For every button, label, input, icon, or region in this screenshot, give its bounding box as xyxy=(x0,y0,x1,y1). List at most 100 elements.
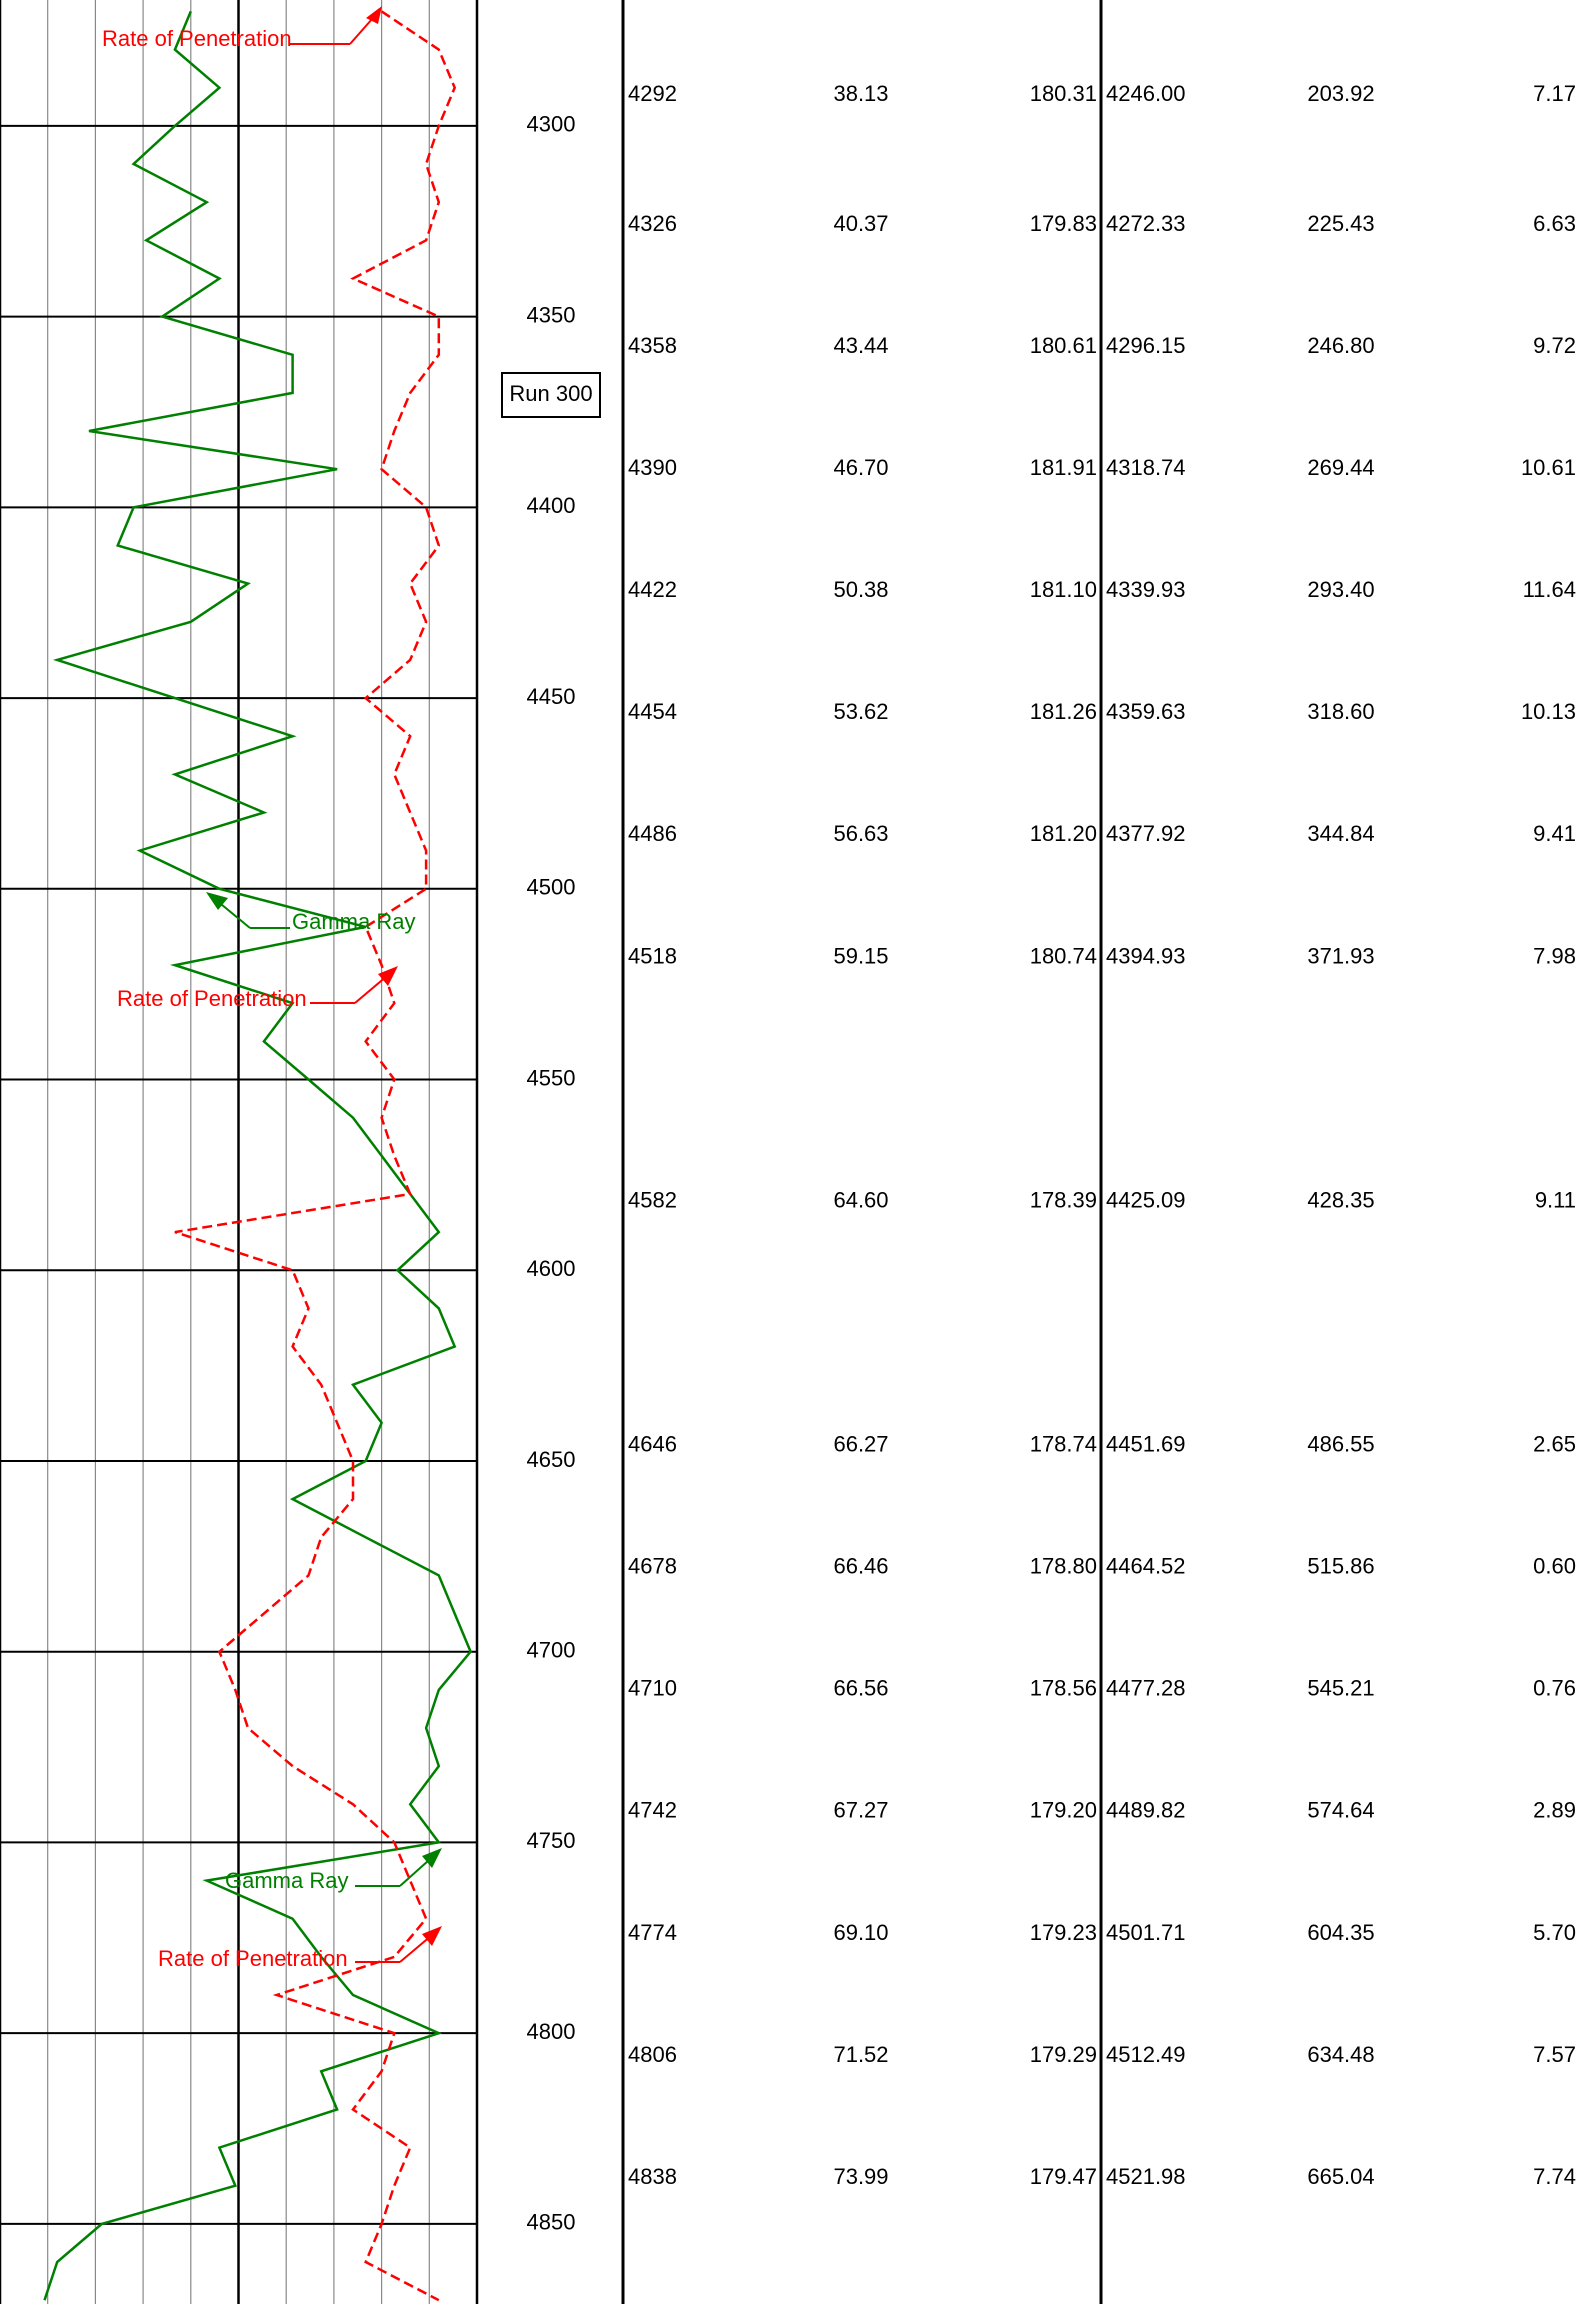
table-cell: 4464.52 xyxy=(1106,1554,1186,1579)
table-cell: 50.38 xyxy=(833,577,888,602)
table-cell: 4742 xyxy=(628,1798,677,1823)
table-cell: 4318.74 xyxy=(1106,455,1186,480)
gamma-ray-curve xyxy=(43,10,473,2301)
annotations: Rate of Penetration Gamma Ray Rate of Pe… xyxy=(102,6,442,1971)
table-cell: 7.98 xyxy=(1533,943,1576,968)
run-label: Run 300 xyxy=(509,381,592,406)
table-cell: 4806 xyxy=(628,2042,677,2067)
table-cell: 0.76 xyxy=(1533,1676,1576,1701)
table-cell: 178.74 xyxy=(1030,1432,1097,1457)
table-cell: 179.29 xyxy=(1030,2042,1097,2067)
table-cell: 7.74 xyxy=(1533,2164,1576,2189)
table-cell: 64.60 xyxy=(833,1187,888,1212)
table-cell: 9.72 xyxy=(1533,333,1576,358)
table-cell: 4377.92 xyxy=(1106,821,1186,846)
table-cell: 10.61 xyxy=(1521,455,1576,480)
table-cell: 604.35 xyxy=(1307,1920,1374,1945)
rop-curve xyxy=(174,10,457,2302)
depth-label: 4700 xyxy=(527,1638,576,1663)
table-cell: 73.99 xyxy=(833,2164,888,2189)
arrow-head xyxy=(422,1926,442,1946)
table-cell: 2.65 xyxy=(1533,1432,1576,1457)
table-cell: 371.93 xyxy=(1307,943,1374,968)
depth-label: 4350 xyxy=(527,302,576,327)
depth-label: 4650 xyxy=(527,1447,576,1472)
table-cell: 6.63 xyxy=(1533,211,1576,236)
arrow-head xyxy=(422,1848,442,1868)
table-cell: 2.89 xyxy=(1533,1798,1576,1823)
table-cell: 7.17 xyxy=(1533,81,1576,106)
table-cell: 67.27 xyxy=(833,1798,888,1823)
table-cell: 180.31 xyxy=(1030,81,1097,106)
table-cell: 545.21 xyxy=(1307,1676,1374,1701)
table-cell: 38.13 xyxy=(833,81,888,106)
annotation: Gamma Ray xyxy=(225,1868,348,1893)
depth-label: 4800 xyxy=(527,2019,576,2044)
table-cell: 71.52 xyxy=(833,2042,888,2067)
table-cell: 178.56 xyxy=(1030,1676,1097,1701)
table-cell: 69.10 xyxy=(833,1920,888,1945)
table-cell: 4774 xyxy=(628,1920,677,1945)
table-cell: 179.83 xyxy=(1030,211,1097,236)
table-cell: 181.91 xyxy=(1030,455,1097,480)
table-cell: 43.44 xyxy=(833,333,888,358)
table-cell: 293.40 xyxy=(1307,577,1374,602)
survey-table: 4292 38.13 180.31 4246.00 203.92 7.17 4326 40.3… xyxy=(628,81,1576,2189)
table-cell: 4358 xyxy=(628,333,677,358)
depth-label: 4550 xyxy=(527,1065,576,1090)
table-cell: 4501.71 xyxy=(1106,1920,1186,1945)
table-cell: 4390 xyxy=(628,455,677,480)
depth-label: 4300 xyxy=(527,112,576,137)
table-cell: 181.26 xyxy=(1030,699,1097,724)
table-cell: 4678 xyxy=(628,1554,677,1579)
table-cell: 179.20 xyxy=(1030,1798,1097,1823)
curves xyxy=(43,10,473,2302)
table-cell: 665.04 xyxy=(1307,2164,1374,2189)
table-cell: 634.48 xyxy=(1307,2042,1374,2067)
annotation: Rate of Penetration xyxy=(158,1946,348,1971)
table-cell: 9.11 xyxy=(1535,1187,1576,1212)
table-cell: 40.37 xyxy=(833,211,888,236)
table-cell: 5.70 xyxy=(1533,1920,1576,1945)
table-cell: 178.39 xyxy=(1030,1187,1097,1212)
table-cell: 344.84 xyxy=(1307,821,1374,846)
depth-label: 4600 xyxy=(527,1256,576,1281)
table-cell: 515.86 xyxy=(1307,1554,1374,1579)
table-cell: 4838 xyxy=(628,2164,677,2189)
table-cell: 4422 xyxy=(628,577,677,602)
table-cell: 4512.49 xyxy=(1106,2042,1186,2067)
annotation: Rate of Penetration xyxy=(102,26,292,51)
table-cell: 46.70 xyxy=(833,455,888,480)
table-cell: 4710 xyxy=(628,1676,677,1701)
annotation: Gamma Ray xyxy=(292,909,415,934)
table-cell: 4477.28 xyxy=(1106,1676,1186,1701)
table-cell: 225.43 xyxy=(1307,211,1374,236)
table-cell: 59.15 xyxy=(833,943,888,968)
table-cell: 179.47 xyxy=(1030,2164,1097,2189)
table-cell: 246.80 xyxy=(1307,333,1374,358)
table-cell: 269.44 xyxy=(1307,455,1374,480)
table-cell: 203.92 xyxy=(1307,81,1374,106)
table-cell: 179.23 xyxy=(1030,1920,1097,1945)
table-cell: 66.56 xyxy=(833,1676,888,1701)
table-cell: 4272.33 xyxy=(1106,211,1186,236)
table-cell: 4296.15 xyxy=(1106,333,1186,358)
table-cell: 4521.98 xyxy=(1106,2164,1186,2189)
table-cell: 574.64 xyxy=(1307,1798,1374,1823)
table-cell: 4582 xyxy=(628,1187,677,1212)
track-grid xyxy=(0,0,479,2304)
depth-track: Run 300 4300 4350 4400 4450 4500 4550 4600 4650… xyxy=(501,112,601,2235)
table-cell: 4451.69 xyxy=(1106,1432,1186,1457)
arrow-head xyxy=(206,892,228,910)
depth-label: 4850 xyxy=(527,2210,576,2235)
table-cell: 4326 xyxy=(628,211,677,236)
arrow-head xyxy=(378,966,398,986)
table-cell: 181.10 xyxy=(1030,577,1097,602)
depth-label: 4500 xyxy=(527,875,576,900)
table-cell: 178.80 xyxy=(1030,1554,1097,1579)
arrow-head xyxy=(366,6,382,24)
table-cell: 56.63 xyxy=(833,821,888,846)
table-cell: 66.27 xyxy=(833,1432,888,1457)
